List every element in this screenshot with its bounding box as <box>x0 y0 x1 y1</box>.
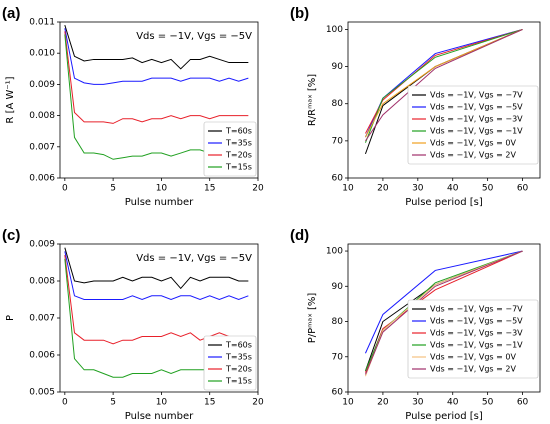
x-tick-label: 10 <box>342 398 354 408</box>
y-tick-label: 60 <box>332 174 344 184</box>
x-tick-label: 20 <box>377 184 389 194</box>
legend-label: Vds = −1V, Vgs = −3V <box>430 115 523 124</box>
x-tick-label: 40 <box>447 398 459 408</box>
y-axis-label: R/Rᵐᵃˣ [%] <box>307 74 318 126</box>
legend-label: T=20s <box>225 151 252 160</box>
y-tick-label: 70 <box>332 136 344 146</box>
y-tick-label: 0.009 <box>29 240 55 250</box>
series-line <box>365 28 523 138</box>
legend-box <box>203 335 257 391</box>
y-tick-label: 0.005 <box>29 388 55 398</box>
y-axis-label: P <box>5 315 16 321</box>
plot-frame <box>347 243 541 393</box>
legend-label: Vds = −1V, Vgs = 2V <box>430 151 516 160</box>
annotation: Vds = −1V, Vgs = −5V <box>136 31 252 42</box>
series-line <box>64 255 249 345</box>
legend-label: Vds = −1V, Vgs = −5V <box>430 317 523 326</box>
y-tick-label: 0.007 <box>29 314 55 324</box>
series-line <box>364 250 523 354</box>
y-tick-label: 0.008 <box>29 111 55 121</box>
x-tick-label: 20 <box>377 398 389 408</box>
x-axis-label: Pulse number <box>125 411 194 422</box>
y-tick-label: 60 <box>332 388 344 398</box>
legend-label: Vds = −1V, Vgs = −1V <box>430 341 523 350</box>
legend-label: T=60s <box>225 341 252 350</box>
x-tick-label: 50 <box>482 398 494 408</box>
legend-label: Vds = −1V, Vgs = −5V <box>430 103 523 112</box>
y-tick-label: 0.009 <box>29 80 55 90</box>
y-tick-label: 100 <box>326 247 343 257</box>
x-tick-label: 10 <box>156 398 168 408</box>
y-tick-label: 0.007 <box>29 142 55 152</box>
legend-label: T=35s <box>225 353 252 362</box>
series-line <box>64 31 249 124</box>
x-tick-label: 50 <box>482 184 494 194</box>
x-tick-label: 15 <box>204 184 215 194</box>
legend-label: Vds = −1V, Vgs = 0V <box>430 139 516 148</box>
x-tick-label: 0 <box>62 184 68 194</box>
legend-label: T=20s <box>225 365 252 374</box>
y-tick-label: 80 <box>332 317 344 327</box>
legend-label: T=15s <box>225 377 252 386</box>
legend-label: T=60s <box>225 127 252 136</box>
x-tick-label: 10 <box>156 184 168 194</box>
legend-label: T=15s <box>225 163 252 172</box>
series-line <box>64 247 249 290</box>
panel-label: (b) <box>290 5 309 22</box>
x-tick-label: 60 <box>517 184 529 194</box>
x-tick-label: 60 <box>517 398 529 408</box>
legend-label: Vds = −1V, Vgs = −3V <box>430 329 523 338</box>
x-tick-label: 15 <box>204 398 215 408</box>
legend-label: Vds = −1V, Vgs = 0V <box>430 353 516 362</box>
legend-box <box>407 85 539 165</box>
y-tick-label: 0.008 <box>29 277 55 287</box>
y-tick-label: 70 <box>332 352 344 362</box>
x-tick-label: 20 <box>252 184 264 194</box>
panel-label: (a) <box>2 5 20 22</box>
legend-box <box>203 121 257 177</box>
x-tick-label: 10 <box>342 184 354 194</box>
x-axis-label: Pulse number <box>125 197 194 208</box>
y-axis-label: R [A W⁻¹] <box>5 76 16 123</box>
y-tick-label: 80 <box>332 99 344 109</box>
legend-label: Vds = −1V, Vgs = 2V <box>430 365 516 374</box>
x-tick-label: 30 <box>412 398 424 408</box>
y-tick-label: 90 <box>332 282 344 292</box>
x-tick-label: 40 <box>447 184 459 194</box>
legend-label: Vds = −1V, Vgs = −7V <box>430 91 523 100</box>
annotation: Vds = −1V, Vgs = −5V <box>136 253 252 264</box>
panel-label: (c) <box>2 227 20 244</box>
y-tick-label: 0.006 <box>29 351 55 361</box>
series-line <box>64 24 249 70</box>
x-tick-label: 30 <box>412 184 424 194</box>
y-tick-label: 0.010 <box>29 49 55 59</box>
legend-label: T=35s <box>225 139 252 148</box>
legend-box <box>407 299 539 379</box>
x-tick-label: 5 <box>110 184 116 194</box>
x-tick-label: 0 <box>62 398 68 408</box>
x-axis-label: Pulse period [s] <box>405 411 483 422</box>
y-tick-label: 100 <box>326 25 343 35</box>
y-tick-label: 0.006 <box>29 174 55 184</box>
panel-label: (d) <box>290 227 309 244</box>
legend-label: Vds = −1V, Vgs = −7V <box>430 305 523 314</box>
plot-frame <box>347 21 541 179</box>
y-tick-label: 90 <box>332 62 344 72</box>
y-tick-label: 0.011 <box>29 18 55 28</box>
x-axis-label: Pulse period [s] <box>405 197 483 208</box>
plot-frame <box>59 21 259 179</box>
x-tick-label: 5 <box>110 398 116 408</box>
legend-label: Vds = −1V, Vgs = −1V <box>430 127 523 136</box>
x-tick-label: 20 <box>252 398 264 408</box>
series-line <box>64 28 249 85</box>
series-line <box>64 251 249 301</box>
y-axis-label: P/Pᵐᵃˣ [%] <box>307 293 318 344</box>
